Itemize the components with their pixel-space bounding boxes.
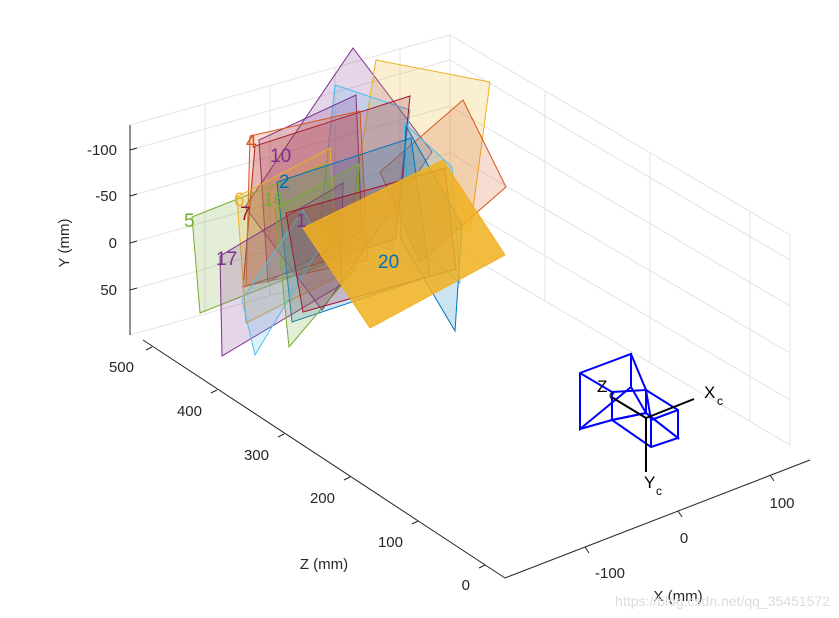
camera-body-edge [645, 389, 652, 421]
board-label: 20 [378, 252, 399, 273]
board-label: 2 [279, 172, 290, 193]
x-axis-line [504, 459, 811, 579]
x-tick-label: 0 [680, 530, 688, 547]
camera-z-axis [612, 397, 647, 419]
camera-model [579, 352, 695, 472]
x-tick-label: -100 [595, 565, 625, 582]
y-tick-label: -100 [87, 142, 117, 159]
axis-lines [129, 125, 811, 579]
grid-line [449, 152, 791, 354]
x-tick-mark [584, 546, 590, 554]
board-label: 10 [270, 146, 291, 167]
camera-body-edge [650, 409, 679, 421]
y-axis-label: Y (mm) [56, 219, 73, 268]
z-tick-mark [411, 520, 419, 525]
z-tick-label: 500 [109, 359, 134, 376]
z-tick-mark [277, 433, 285, 438]
y-tick-mark [129, 287, 138, 291]
board-label: 16 [263, 190, 284, 211]
x-tick-mark [769, 474, 775, 482]
y-tick-label: 0 [109, 235, 117, 252]
grid-line [129, 105, 451, 197]
z-tick-mark [145, 346, 153, 351]
camera-body-bottom [609, 411, 681, 449]
grid-line [449, 105, 791, 307]
camera-z-axis-label: Z [597, 377, 607, 396]
x-axis-label: X (mm) [653, 588, 702, 605]
grid-line [129, 34, 451, 126]
z-tick-label: 0 [462, 577, 470, 594]
x-tick-label: 100 [769, 495, 794, 512]
board-label: 5 [184, 211, 195, 232]
camera-y-axis-label: Y [644, 473, 655, 492]
calibration-boards [191, 47, 507, 357]
z-tick-label: 300 [244, 447, 269, 464]
z-axis-line [142, 339, 506, 579]
grid-line [129, 59, 451, 151]
y-tick-label: 50 [100, 282, 117, 299]
board-label: 6 [234, 190, 245, 211]
grid-line [449, 59, 791, 261]
z-tick-label: 200 [310, 490, 335, 507]
watermark-text: https://blog.csdn.net/qq_35451572 [615, 593, 830, 609]
board-label: 17 [216, 249, 237, 270]
grid-line [129, 152, 451, 244]
camera-frustum-edge [579, 419, 613, 430]
z-tick-label: 400 [177, 403, 202, 420]
camera-frustum-edge [579, 372, 613, 393]
camera-x-axis-subscript: c [717, 394, 723, 408]
camera-x-axis [645, 398, 695, 419]
y-tick-mark [129, 147, 138, 151]
calibration-board-20-highlighted [302, 159, 506, 329]
grid-lines [129, 34, 791, 446]
camera-z-axis-subscript: c [609, 388, 615, 402]
board-label: 1 [296, 211, 307, 232]
camera-y-axis-subscript: c [656, 484, 662, 498]
z-tick-mark [343, 476, 351, 481]
z-tick-label: 100 [378, 534, 403, 551]
board-label: 4 [246, 132, 257, 153]
tick-marks [129, 147, 775, 569]
grid-line [449, 244, 791, 446]
y-tick-label: -50 [95, 188, 117, 205]
x-tick-mark [677, 510, 683, 518]
y-tick-mark [129, 240, 138, 244]
y-tick-mark [129, 193, 138, 197]
z-tick-mark [210, 389, 218, 394]
grid-line [449, 34, 791, 236]
grid-line [449, 199, 791, 401]
board-label: 7 [240, 204, 251, 225]
camera-x-axis-label: X [704, 383, 715, 402]
camera-frustum-edge [630, 353, 647, 391]
z-tick-mark [478, 564, 486, 569]
z-axis-label: Z (mm) [300, 556, 348, 573]
